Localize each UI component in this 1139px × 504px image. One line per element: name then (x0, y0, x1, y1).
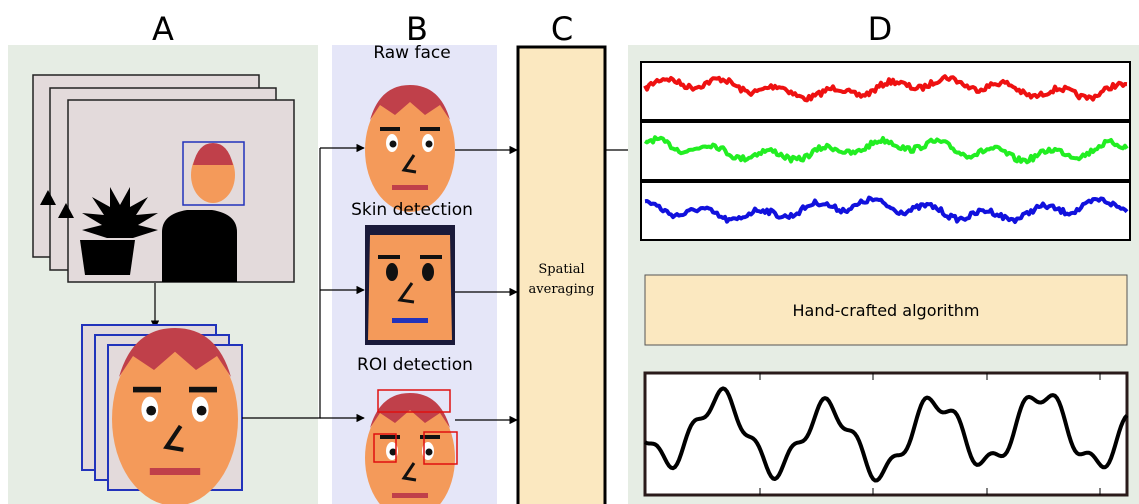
averaging-box (516, 45, 607, 504)
panel-label: D (868, 10, 893, 48)
panel-d (628, 45, 1139, 504)
panel-b (242, 45, 882, 504)
panel-label: C (551, 10, 573, 48)
step-label: Skin detection (351, 200, 473, 220)
step-label: ROI detection (357, 355, 473, 375)
signal (644, 386, 1129, 483)
panel-label: A (152, 10, 174, 48)
signal (643, 74, 1128, 103)
algorithm-label: Hand-crafted algorithm (792, 301, 979, 320)
signal (643, 135, 1129, 165)
panel-label: B (406, 10, 428, 48)
signal (644, 195, 1129, 224)
step-label: Raw face (373, 43, 450, 63)
averaging-text: Spatial averaging (528, 262, 595, 297)
panel-a (8, 45, 318, 504)
